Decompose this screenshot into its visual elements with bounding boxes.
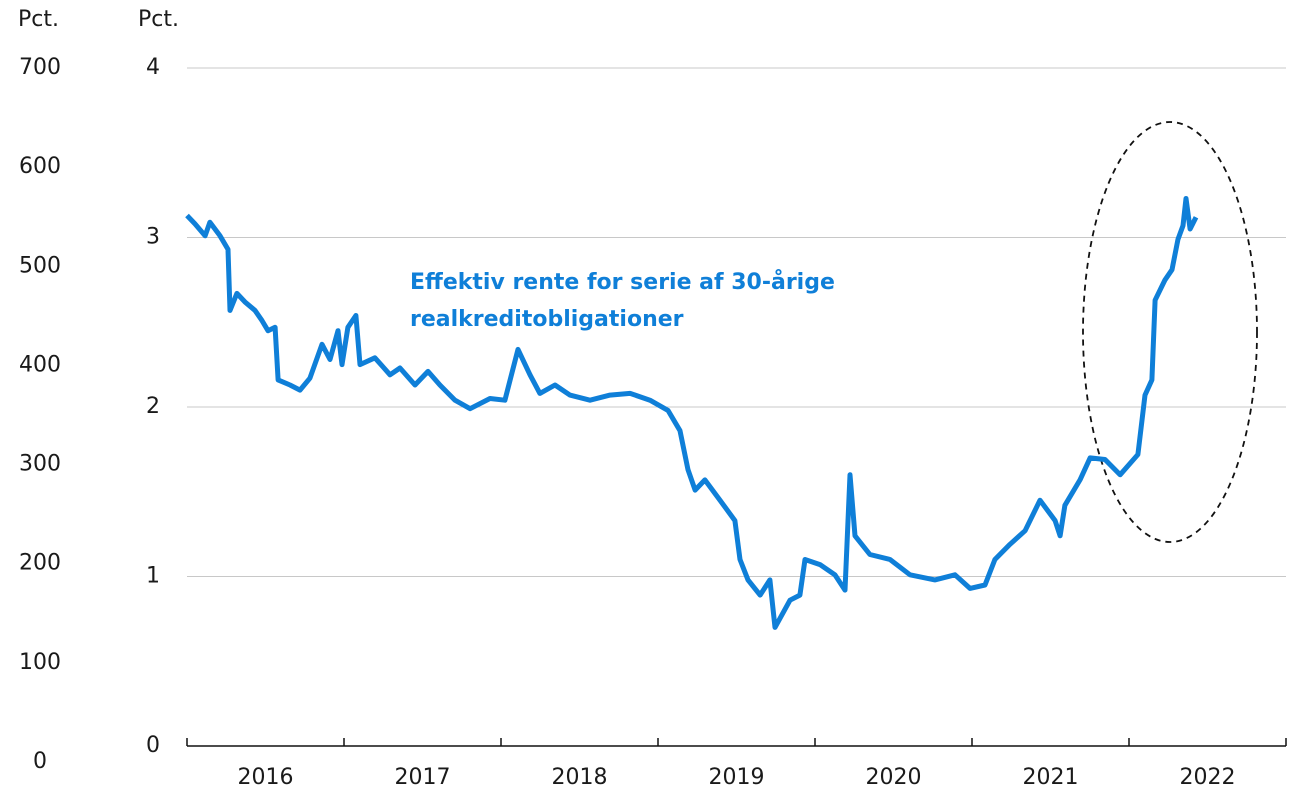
y-axis-label: Pct.: [18, 7, 59, 32]
data-line: [185, 196, 1199, 630]
y2-tick-label: 4: [146, 55, 160, 80]
y-tick-label: 600: [19, 154, 61, 179]
x-tick-label: 2018: [552, 765, 608, 790]
y2-tick-label: 0: [146, 733, 160, 758]
y-tick-label: 300: [19, 452, 61, 477]
y2-axis-label: Pct.: [138, 7, 179, 32]
y-tick-label: 500: [19, 253, 61, 278]
annotation: Effektiv rente for serie af 30-årige: [410, 269, 835, 295]
x-tick-label: 2019: [709, 765, 765, 790]
x-tick-label: 2017: [395, 765, 451, 790]
y-tick-label: 0: [33, 749, 47, 774]
y2-tick-label: 3: [146, 225, 160, 250]
x-tick-label: 2021: [1023, 765, 1079, 790]
y-tick-label: 200: [19, 551, 61, 576]
x-tick-label: 2020: [866, 765, 922, 790]
highlight-ellipse: [1082, 121, 1258, 543]
x-tick-label: 2016: [238, 765, 294, 790]
y-tick-label: 700: [19, 55, 61, 80]
y2-tick-label: 1: [146, 564, 160, 589]
y-tick-label: 400: [19, 352, 61, 377]
annotation: realkreditobligationer: [410, 307, 684, 332]
y2-tick-label: 2: [146, 394, 160, 419]
y-tick-label: 100: [19, 650, 61, 675]
x-tick-label: 2022: [1180, 765, 1236, 790]
